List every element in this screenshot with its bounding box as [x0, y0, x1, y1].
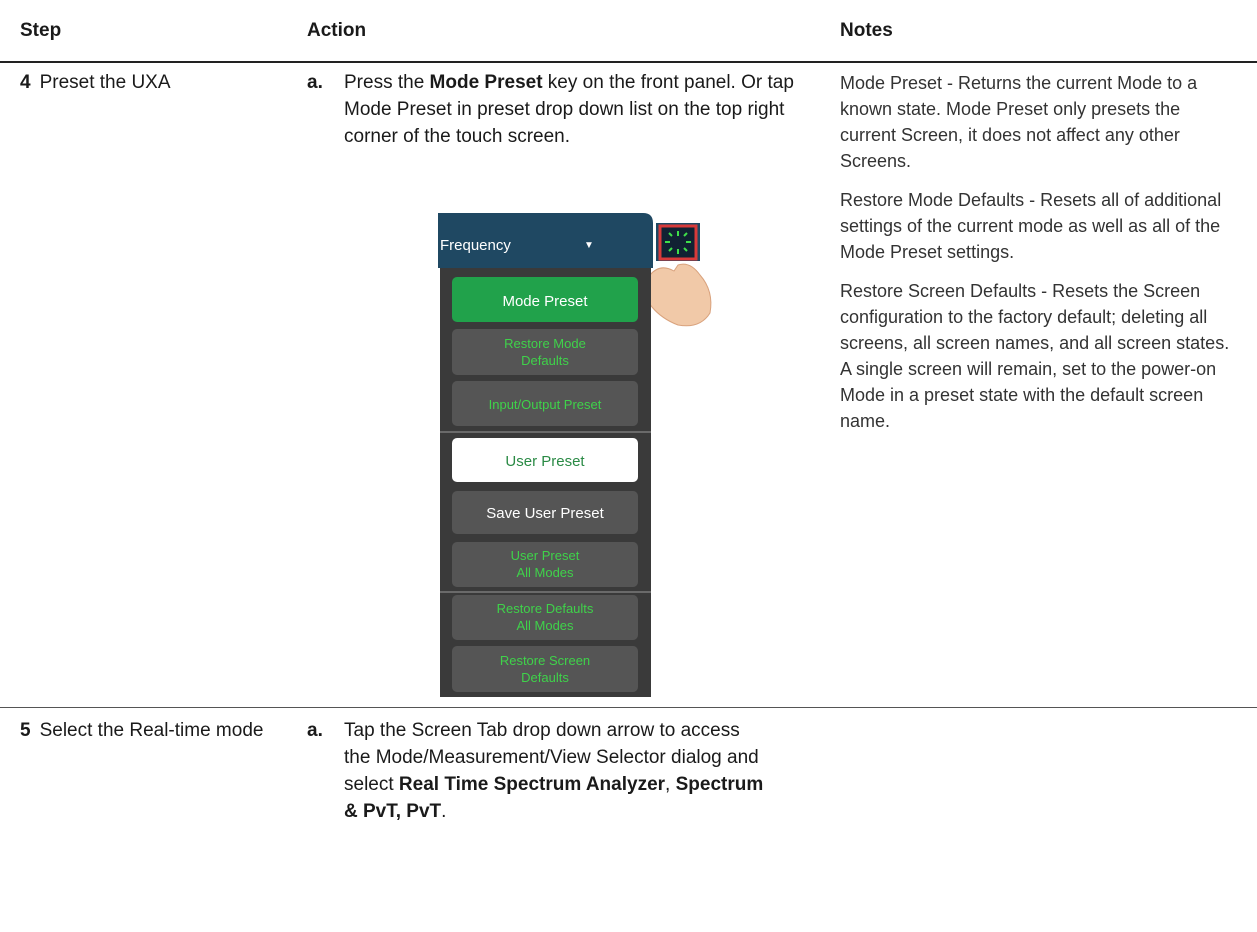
menu-item-label: Input/Output Preset	[489, 397, 602, 412]
menu-item-label: Restore Mode	[504, 336, 586, 351]
menu-item	[452, 491, 638, 534]
header-action: Action	[307, 20, 367, 41]
menu-item	[452, 646, 638, 692]
tab-bar	[438, 213, 653, 268]
text: Tap the Screen Tab drop down arrow to ac…	[344, 720, 759, 795]
text: Press the	[344, 72, 430, 93]
text: .	[441, 801, 447, 822]
menu-item-label: Defaults	[521, 670, 569, 685]
bold-text: Real Time Spectrum Analyzer	[398, 774, 666, 795]
action-marker: a.	[307, 72, 323, 93]
tab-arrow: ▼	[584, 240, 594, 251]
step-label: Preset the UXA	[39, 72, 171, 93]
menu-screenshot: Frequency ▼ Mode Preset Restore Mode Def…	[438, 213, 717, 697]
menu-item	[452, 542, 638, 587]
spinner	[665, 231, 691, 254]
menu-item	[452, 438, 638, 482]
header-step: Step	[20, 20, 62, 41]
menu-item	[452, 381, 638, 426]
action-text: Press the Mode Preset key on the front p…	[344, 69, 807, 150]
header-rule	[0, 61, 1257, 63]
action-marker: a.	[307, 720, 323, 741]
step-number: 4	[20, 72, 31, 93]
step-label: Select the Real-time mode	[39, 720, 264, 741]
text: key on the front panel. Or tap Mode Pres…	[344, 72, 794, 147]
menu-item-label: Save User Preset	[486, 505, 604, 522]
step-cell: 4 Preset the UXA	[20, 69, 290, 96]
menu-item-label: User Preset	[505, 453, 585, 470]
note: Restore Mode Defaults - Resets all of ad…	[840, 190, 1222, 262]
menu-item	[452, 595, 638, 640]
header-notes: Notes	[840, 20, 893, 41]
note: Mode Preset - Returns the current Mode t…	[840, 73, 1198, 171]
text: ,	[665, 774, 676, 795]
tab-label: Frequency	[440, 237, 511, 254]
notes-cell: Mode Preset - Returns the current Mode t…	[840, 70, 1240, 447]
row-rule	[0, 707, 1257, 708]
step-number: 5	[20, 720, 31, 741]
step-cell: 5 Select the Real-time mode	[20, 717, 270, 744]
menu-item-label: Restore Screen	[500, 653, 590, 668]
bold-text: Mode Preset	[429, 72, 543, 93]
bold-text: Spectrum & PvT, PvT	[344, 774, 764, 822]
menu-item-label: Restore Defaults	[497, 601, 594, 616]
note: Restore Screen Defaults - Resets the Scr…	[840, 281, 1230, 431]
menu-item	[452, 277, 638, 322]
menu-item-label: All Modes	[516, 565, 574, 580]
action-cell: a. Press the Mode Preset key on the fron…	[307, 69, 807, 150]
menu-item-label: Defaults	[521, 353, 569, 368]
menu-item-label: Mode Preset	[502, 293, 588, 310]
menu-item	[452, 329, 638, 375]
menu-item-label: All Modes	[516, 618, 574, 633]
action-cell: a. Tap the Screen Tab drop down arrow to…	[307, 717, 807, 825]
menu-item-label: User Preset	[511, 548, 580, 563]
action-text: Tap the Screen Tab drop down arrow to ac…	[344, 717, 769, 825]
